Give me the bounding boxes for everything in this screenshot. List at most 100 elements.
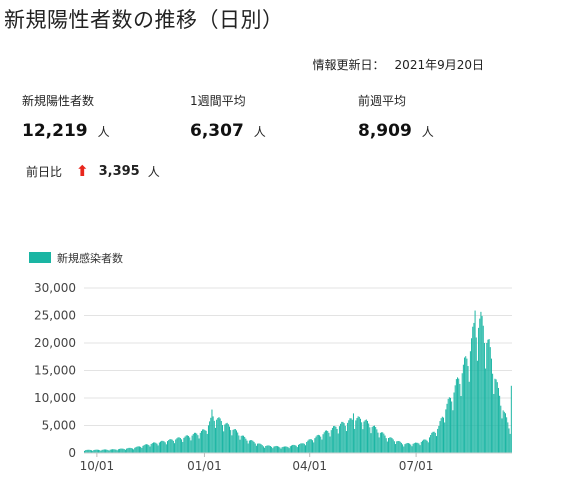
x-tick-label: 10/01 [80,459,115,473]
bar [288,448,290,453]
bar [485,368,487,453]
bar [105,449,107,453]
bar [93,450,95,453]
bar [502,410,504,453]
bar [162,440,164,453]
bar [461,373,463,453]
x-tick-label: 04/01 [292,459,327,473]
bar [351,419,353,453]
bar [328,432,330,453]
bar [341,421,343,453]
bar [507,422,509,453]
bar [321,439,323,453]
bar [268,445,270,453]
bar [331,427,333,453]
bar [278,446,280,453]
bar [184,436,186,453]
bar [503,411,505,453]
bar [84,450,85,453]
bar [305,445,307,453]
bar [110,449,112,453]
bar [317,434,319,453]
bar [379,432,381,453]
bar [135,447,137,453]
bar [432,431,434,453]
bar [160,441,162,453]
bar [273,446,275,453]
bar [451,401,453,453]
bar [368,423,370,453]
bar [390,437,392,453]
bar [509,433,511,453]
bar [342,421,344,453]
bar [308,439,310,453]
bar [395,444,397,453]
bar [411,446,413,453]
bar [262,446,264,453]
bar [443,417,444,453]
bar [338,426,340,453]
bar [499,395,501,453]
bar [336,428,338,453]
stat-previous-week-average: 前週平均 8,909 人 [358,92,434,141]
bar [199,432,201,453]
bar [302,443,304,453]
bar [500,405,502,453]
bar [117,449,119,453]
bar [143,445,145,453]
bar [200,430,202,453]
bar [183,437,185,453]
bar [303,443,305,453]
stat-unit: 人 [253,125,266,139]
bar [124,449,126,453]
bar [486,343,488,453]
bar [136,446,138,453]
prev-day-value: 3,395 [98,163,140,179]
y-tick-label: 10,000 [34,391,76,405]
bar [240,435,242,453]
bar [483,343,485,453]
bar [366,420,368,453]
bar [218,417,220,453]
bar [295,445,297,453]
bar [414,442,416,453]
bar [145,444,147,453]
bar [141,447,143,453]
bar [365,419,367,453]
bar [402,444,404,453]
bar [261,445,263,453]
bar [178,437,180,453]
bar [320,436,322,453]
bar [251,440,253,453]
bar [127,448,129,453]
y-tick-label: 5,000 [42,419,76,433]
bar [168,440,170,453]
bar [101,449,103,453]
bar [488,339,490,453]
legend-swatch [29,252,51,263]
bar [98,449,100,453]
bar [462,364,464,453]
bar [371,426,373,453]
bar [202,429,204,453]
stat-label: 新規陽性者数 [22,94,95,108]
bar [157,445,159,453]
bar [274,446,276,453]
legend-label: 新規感染者数 [57,251,123,265]
bar [378,437,380,453]
bar [446,403,448,453]
bar [216,419,218,453]
bar [405,443,407,453]
bar [433,431,435,453]
bar [419,445,421,453]
updated-label: 情報更新日： [312,58,385,72]
bar [266,445,268,453]
bar [506,417,508,453]
bar [306,442,308,453]
bar [372,425,374,453]
bar [134,447,136,453]
bar [161,440,163,453]
bar [276,446,278,453]
bar [314,438,316,453]
bar [416,442,418,453]
